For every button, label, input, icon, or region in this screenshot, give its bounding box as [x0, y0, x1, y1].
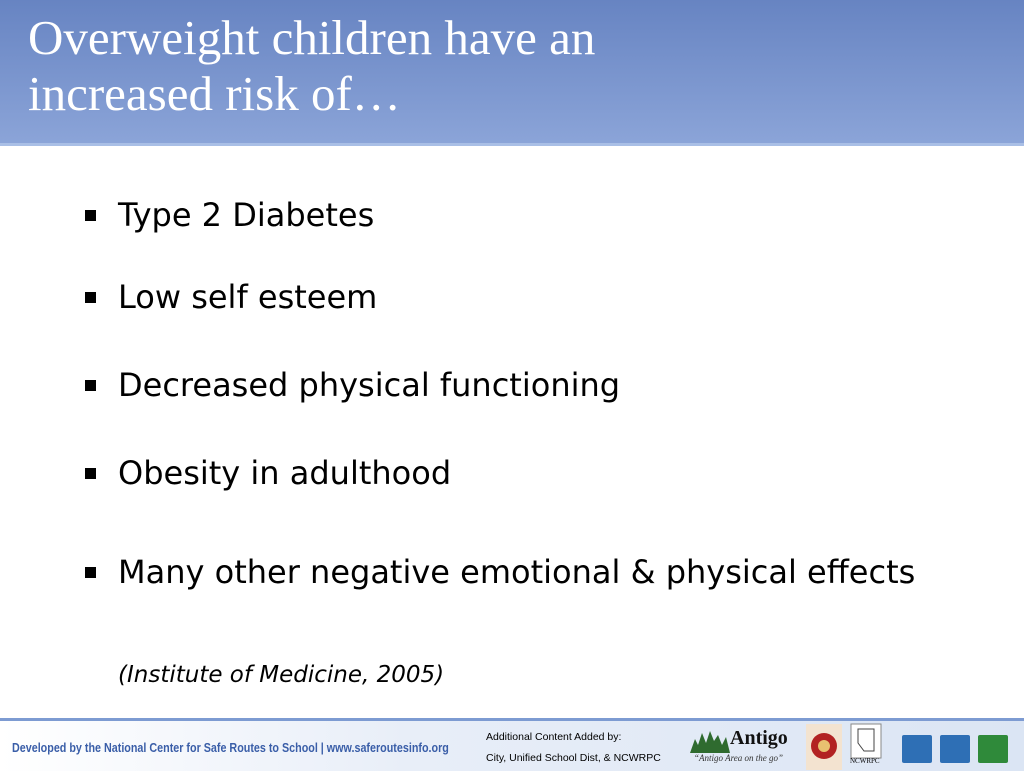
bullet-marker — [85, 468, 96, 479]
ncwrpc-map — [850, 723, 882, 759]
citation: (Institute of Medicine, 2005) — [118, 662, 445, 688]
slide-title: Overweight children have an increased ri… — [28, 10, 596, 121]
bullet-marker — [85, 567, 96, 578]
header: Overweight children have an increased ri… — [0, 0, 1024, 146]
bullet-marker — [85, 292, 96, 303]
bullet-marker — [85, 210, 96, 221]
bullet-text: Many other negative emotional & physical… — [118, 553, 916, 591]
credit-line: City, Unified School Dist, & NCWRPC — [486, 752, 661, 764]
tree-graphic — [690, 731, 730, 753]
mascot-logo — [806, 724, 842, 770]
bullet-text: Decreased physical functioning — [118, 366, 621, 404]
bullet-text: Type 2 Diabetes — [118, 196, 375, 234]
bullet-text: Obesity in adulthood — [118, 454, 452, 492]
bullet-marker — [85, 380, 96, 391]
ncwrpc-label: NCWRPC — [850, 757, 880, 765]
logo-name: Antigo — [730, 727, 788, 749]
logo-tagline: “Antigo Area on the go” — [694, 753, 784, 763]
srts-icon — [978, 735, 1008, 763]
bike-icon — [940, 735, 970, 763]
walk-icon — [902, 735, 932, 763]
bullet-text: Low self esteem — [118, 278, 378, 316]
footer: Developed by the National Center for Saf… — [0, 718, 1024, 771]
footer-text: Developed by the National Center for Saf… — [12, 741, 449, 755]
credit-line: Additional Content Added by: — [486, 731, 622, 743]
antigo-logo: Antigo “Antigo Area on the go” — [690, 725, 800, 767]
